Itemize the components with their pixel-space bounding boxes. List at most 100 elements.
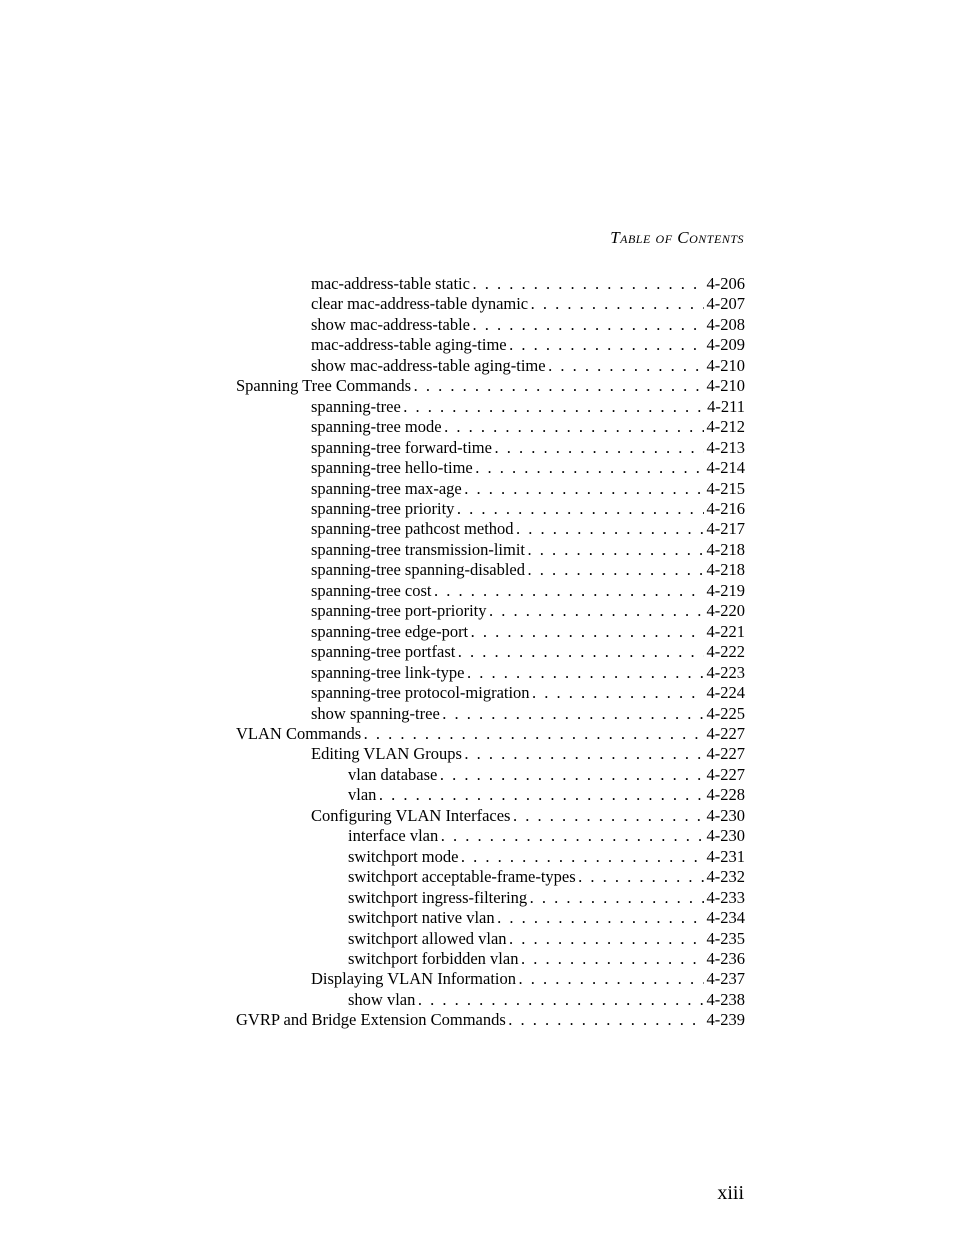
- toc-entry-page: 4-227: [707, 765, 746, 785]
- toc-entry-label: VLAN Commands: [236, 724, 361, 744]
- toc-entry: show spanning-tree 4-225: [236, 704, 745, 724]
- toc-entry: Editing VLAN Groups 4-227: [236, 744, 745, 764]
- toc-leader-dots: [518, 969, 704, 989]
- toc-entry: switchport allowed vlan4-235: [236, 929, 745, 949]
- toc-entry-label: show vlan: [348, 990, 415, 1010]
- toc-entry-label: GVRP and Bridge Extension Commands: [236, 1010, 506, 1030]
- toc-entry: Configuring VLAN Interfaces4-230: [236, 806, 745, 826]
- toc-entry: spanning-tree transmission-limit4-218: [236, 540, 745, 560]
- toc-entry-label: show spanning-tree: [311, 704, 440, 724]
- toc-leader-dots: [434, 581, 704, 601]
- toc-entry-page: 4-210: [707, 356, 746, 376]
- toc-entry-label: spanning-tree edge-port: [311, 622, 468, 642]
- toc-entry: vlan database 4-227: [236, 765, 745, 785]
- toc-entry: spanning-tree4-211: [236, 397, 745, 417]
- toc-entry: switchport acceptable-frame-types4-232: [236, 867, 745, 887]
- toc-entry: VLAN Commands 4-227: [236, 724, 745, 744]
- toc-entry: spanning-tree pathcost method4-217: [236, 519, 745, 539]
- toc-leader-dots: [444, 417, 704, 437]
- toc-entry-label: spanning-tree cost: [311, 581, 432, 601]
- toc-leader-dots: [521, 949, 704, 969]
- toc-entry-label: interface vlan: [348, 826, 438, 846]
- toc-entry-page: 4-236: [707, 949, 746, 969]
- toc-leader-dots: [458, 642, 704, 662]
- toc-entry-page: 4-209: [707, 335, 746, 355]
- toc-entry-page: 4-234: [707, 908, 746, 928]
- toc-entry-label: vlan database: [348, 765, 437, 785]
- toc-leader-dots: [414, 376, 704, 396]
- toc-entry: switchport mode4-231: [236, 847, 745, 867]
- toc-leader-dots: [364, 724, 704, 744]
- toc-entry: switchport ingress-filtering4-233: [236, 888, 745, 908]
- toc-entry: clear mac-address-table dynamic4-207: [236, 294, 745, 314]
- toc-entry: spanning-tree spanning-disabled4-218: [236, 560, 745, 580]
- page: Table of Contents mac-address-table stat…: [0, 0, 954, 1235]
- toc-entry-page: 4-211: [707, 397, 745, 417]
- toc-entry-label: spanning-tree mode: [311, 417, 442, 437]
- toc-entry: spanning-tree port-priority4-220: [236, 601, 745, 621]
- toc-entry: spanning-tree forward-time4-213: [236, 438, 745, 458]
- toc-leader-dots: [472, 274, 704, 294]
- toc-entry-page: 4-221: [707, 622, 746, 642]
- toc-leader-dots: [403, 397, 704, 417]
- toc-entry-page: 4-239: [707, 1010, 746, 1030]
- toc-entry-label: spanning-tree portfast: [311, 642, 455, 662]
- toc-entry: spanning-tree cost4-219: [236, 581, 745, 601]
- toc-entry-label: spanning-tree forward-time: [311, 438, 492, 458]
- toc-entry-page: 4-212: [707, 417, 746, 437]
- toc-entry-page: 4-220: [707, 601, 746, 621]
- toc-entry: show mac-address-table aging-time4-210: [236, 356, 745, 376]
- toc-entry: switchport native vlan 4-234: [236, 908, 745, 928]
- toc-entry: spanning-tree link-type4-223: [236, 663, 745, 683]
- toc-entry-label: spanning-tree max-age: [311, 479, 462, 499]
- toc-leader-dots: [516, 519, 704, 539]
- toc-entry-label: Spanning Tree Commands: [236, 376, 411, 396]
- toc-leader-dots: [461, 847, 704, 867]
- toc-leader-dots: [418, 990, 704, 1010]
- toc-leader-dots: [379, 785, 704, 805]
- toc-entry-page: 4-217: [707, 519, 746, 539]
- toc-entry-page: 4-227: [707, 724, 746, 744]
- toc-entry-label: switchport mode: [348, 847, 458, 867]
- toc-entry: spanning-tree protocol-migration4-224: [236, 683, 745, 703]
- toc-entry-page: 4-214: [707, 458, 746, 478]
- toc-entry: switchport forbidden vlan 4-236: [236, 949, 745, 969]
- toc-entry-page: 4-232: [707, 867, 746, 887]
- toc-leader-dots: [464, 479, 704, 499]
- toc-leader-dots: [509, 335, 704, 355]
- toc-entry-label: switchport ingress-filtering: [348, 888, 527, 908]
- toc-entry-page: 4-238: [707, 990, 746, 1010]
- toc-entry-label: spanning-tree transmission-limit: [311, 540, 525, 560]
- toc-entry-label: mac-address-table aging-time: [311, 335, 507, 355]
- toc-leader-dots: [527, 540, 704, 560]
- toc-entry: spanning-tree priority4-216: [236, 499, 745, 519]
- toc-entry-label: spanning-tree spanning-disabled: [311, 560, 525, 580]
- toc-entry-page: 4-228: [707, 785, 746, 805]
- toc-entry-label: Configuring VLAN Interfaces: [311, 806, 510, 826]
- toc-entry-page: 4-206: [707, 274, 746, 294]
- toc-entry-page: 4-227: [707, 744, 746, 764]
- toc-entry-page: 4-223: [707, 663, 746, 683]
- toc-entry-page: 4-225: [707, 704, 746, 724]
- toc-entry: spanning-tree edge-port 4-221: [236, 622, 745, 642]
- toc-entry-label: spanning-tree priority: [311, 499, 454, 519]
- toc-leader-dots: [442, 704, 704, 724]
- toc-entry: mac-address-table static 4-206: [236, 274, 745, 294]
- toc-entry-label: mac-address-table static: [311, 274, 470, 294]
- toc-entry-label: switchport forbidden vlan: [348, 949, 518, 969]
- toc-entry-label: Editing VLAN Groups: [311, 744, 462, 764]
- toc-entry-page: 4-208: [707, 315, 746, 335]
- toc-entry: spanning-tree mode 4-212: [236, 417, 745, 437]
- toc-entry-label: switchport native vlan: [348, 908, 495, 928]
- toc-entry: GVRP and Bridge Extension Commands 4-239: [236, 1010, 745, 1030]
- table-of-contents: mac-address-table static 4-206clear mac-a…: [236, 274, 745, 1031]
- toc-entry: show mac-address-table4-208: [236, 315, 745, 335]
- toc-entry: Displaying VLAN Information4-237: [236, 969, 745, 989]
- toc-entry: spanning-tree max-age 4-215: [236, 479, 745, 499]
- toc-entry-label: spanning-tree hello-time: [311, 458, 473, 478]
- toc-leader-dots: [457, 499, 704, 519]
- toc-leader-dots: [578, 867, 704, 887]
- toc-entry: Spanning Tree Commands4-210: [236, 376, 745, 396]
- toc-entry-page: 4-235: [707, 929, 746, 949]
- toc-entry-page: 4-215: [707, 479, 746, 499]
